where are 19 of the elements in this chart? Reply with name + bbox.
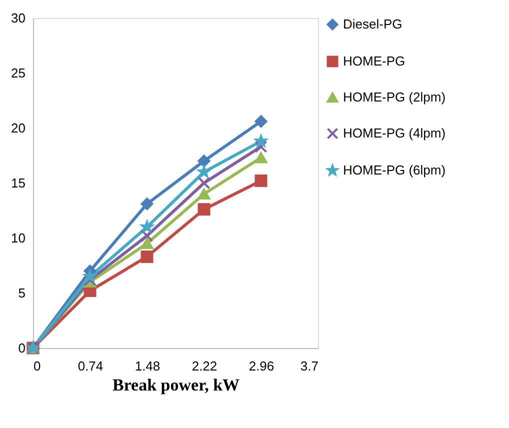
legend-label: HOME-PG (6lpm) bbox=[343, 162, 446, 178]
x-tick-label: 0.74 bbox=[78, 358, 104, 374]
y-tick-label: 25 bbox=[11, 66, 26, 80]
y-tick-label: 10 bbox=[11, 230, 26, 246]
legend-label: HOME-PG (4lpm) bbox=[343, 126, 446, 140]
x-tick-label: 1.48 bbox=[134, 358, 160, 374]
y-tick-label: 0 bbox=[18, 340, 26, 356]
legend-label: HOME-PG bbox=[343, 54, 406, 68]
y-tick-label: 5 bbox=[18, 286, 26, 300]
y-tick-label: 30 bbox=[11, 10, 26, 26]
x-axis-title: Break power, kW bbox=[112, 376, 240, 394]
y-tick-label: 20 bbox=[11, 120, 26, 136]
x-tick-label: 0 bbox=[34, 358, 41, 374]
legend-label: Diesel-PG bbox=[343, 16, 402, 32]
x-tick-label: 2.22 bbox=[192, 358, 218, 374]
x-tick-label: 2.96 bbox=[248, 358, 274, 374]
y-tick-label: 15 bbox=[11, 176, 26, 190]
legend-label: HOME-PG (2lpm) bbox=[343, 90, 446, 104]
x-tick-label: 3.7 bbox=[300, 358, 318, 374]
